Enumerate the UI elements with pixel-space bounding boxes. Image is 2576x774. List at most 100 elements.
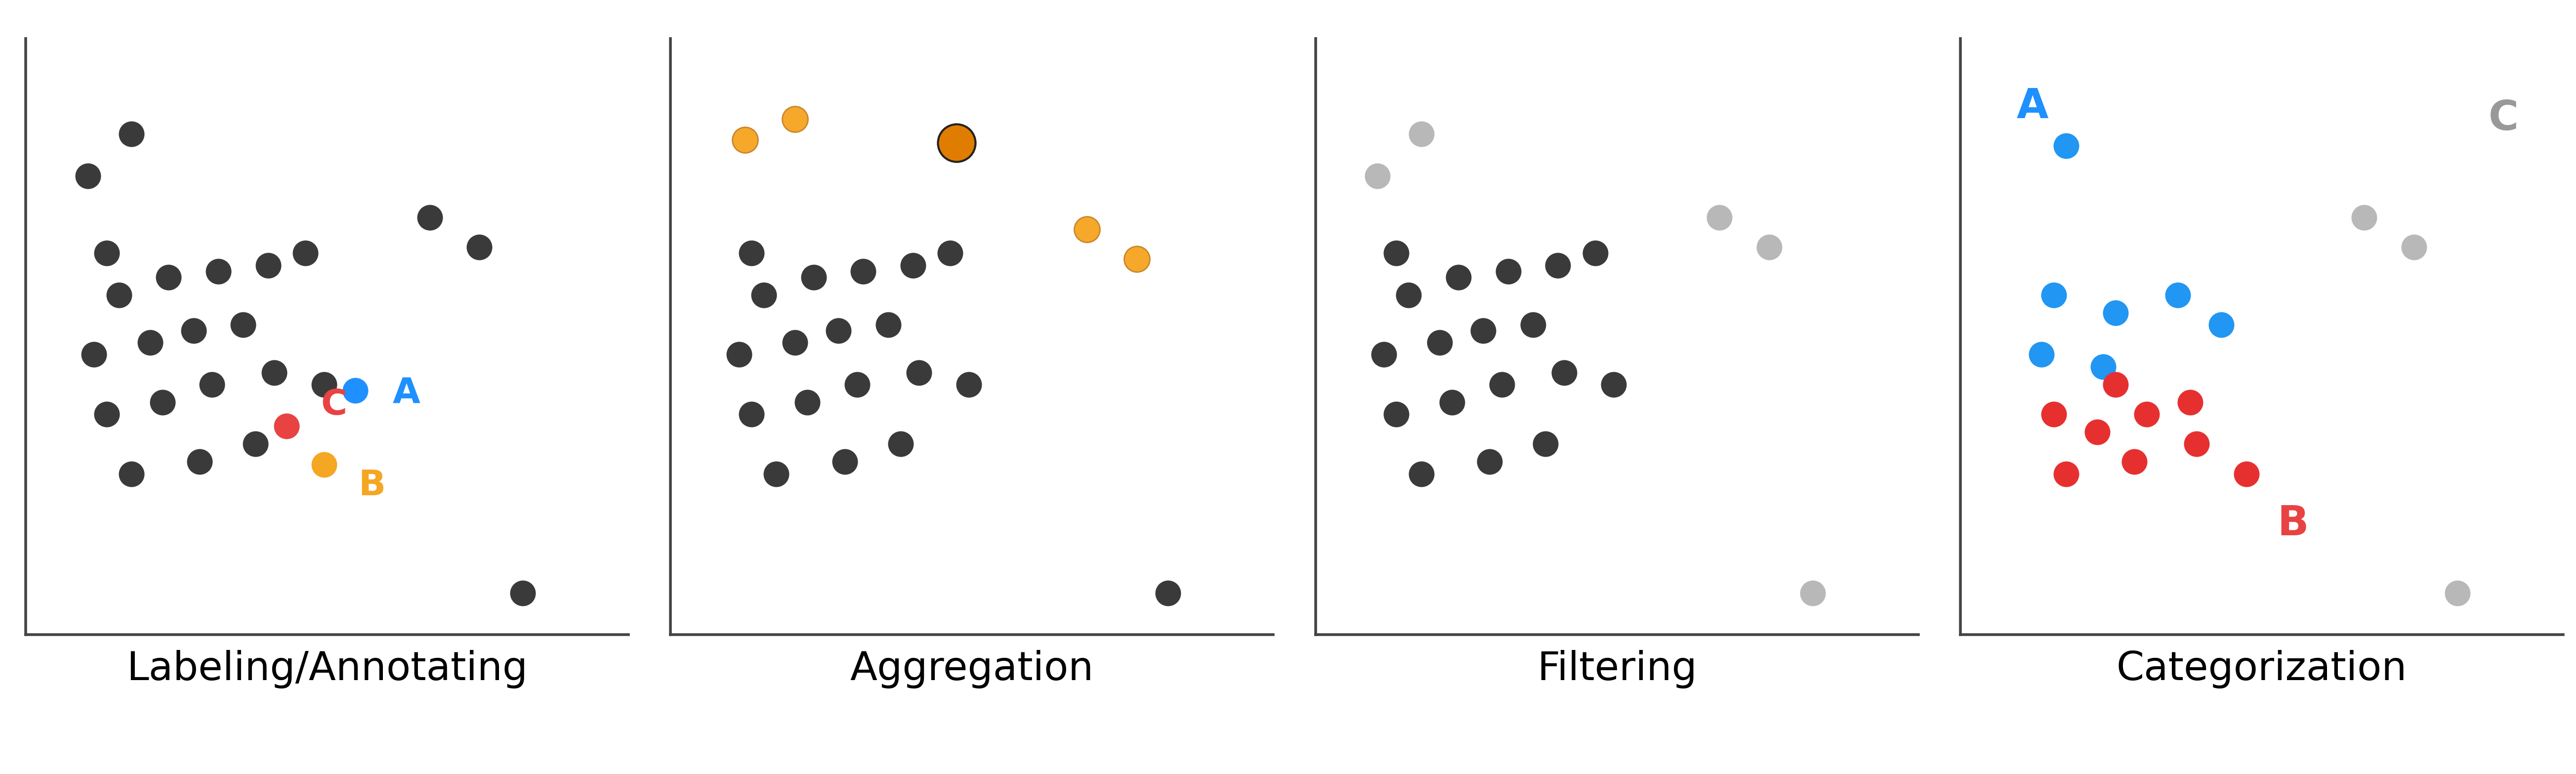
Point xyxy=(147,271,188,283)
Point xyxy=(1468,456,1510,468)
Point xyxy=(67,170,108,182)
Point xyxy=(1793,587,1834,599)
Point xyxy=(129,337,170,349)
Text: C: C xyxy=(2488,98,2519,139)
Text: A: A xyxy=(392,376,420,410)
Point xyxy=(2020,348,2061,361)
Point xyxy=(1538,259,1579,272)
Point xyxy=(198,265,240,277)
Point xyxy=(881,438,922,450)
Point xyxy=(824,456,866,468)
Point xyxy=(1363,348,1404,361)
Point xyxy=(1512,319,1553,331)
Point xyxy=(2177,438,2218,450)
Point xyxy=(744,289,786,301)
Text: B: B xyxy=(358,468,386,503)
Point xyxy=(304,459,345,471)
Point xyxy=(459,241,500,254)
Point xyxy=(180,456,222,468)
Point xyxy=(2437,587,2478,599)
Point xyxy=(1749,241,1790,254)
Point xyxy=(265,420,307,433)
Point xyxy=(173,324,214,337)
Point xyxy=(793,271,835,283)
Point xyxy=(247,259,289,272)
Point xyxy=(719,348,760,361)
Point xyxy=(732,408,773,420)
Point xyxy=(1481,378,1522,391)
Text: C: C xyxy=(322,389,348,423)
Point xyxy=(868,319,909,331)
Point xyxy=(252,366,294,378)
Point xyxy=(1401,467,1443,480)
Point xyxy=(948,378,989,391)
Point xyxy=(930,247,971,259)
Point xyxy=(1388,289,1430,301)
Point xyxy=(935,137,976,149)
Point xyxy=(2200,319,2241,331)
Point xyxy=(1574,247,1615,259)
Point xyxy=(2169,396,2210,409)
Point xyxy=(2344,211,2385,224)
Point xyxy=(85,247,126,259)
Point xyxy=(1525,438,1566,450)
Point xyxy=(85,408,126,420)
Point xyxy=(1419,337,1461,349)
Point xyxy=(786,396,827,409)
Point xyxy=(111,467,152,480)
Point xyxy=(2393,241,2434,254)
Point xyxy=(234,438,276,450)
Point xyxy=(775,113,817,125)
Point xyxy=(1115,253,1157,265)
Point xyxy=(286,247,327,259)
Point xyxy=(1543,366,1584,378)
Point xyxy=(1592,378,1633,391)
Point xyxy=(410,211,451,224)
Point xyxy=(2226,467,2267,480)
Point xyxy=(817,324,858,337)
Point xyxy=(98,289,139,301)
Point xyxy=(2032,289,2074,301)
Point xyxy=(837,378,878,391)
Text: A: A xyxy=(2017,87,2048,126)
Point xyxy=(1486,265,1528,277)
Point xyxy=(1698,211,1739,224)
Point xyxy=(1066,223,1108,235)
Point xyxy=(2045,467,2087,480)
Point xyxy=(2094,307,2136,319)
Point xyxy=(2115,456,2156,468)
Point xyxy=(2076,426,2117,438)
Text: B: B xyxy=(2277,504,2308,543)
Point xyxy=(75,348,116,361)
Point xyxy=(1376,408,1417,420)
Point xyxy=(1358,170,1399,182)
Point xyxy=(1146,587,1188,599)
Point xyxy=(111,128,152,140)
Point xyxy=(2045,140,2087,152)
Point xyxy=(891,259,933,272)
Point xyxy=(1376,247,1417,259)
X-axis label: Filtering: Filtering xyxy=(1538,650,1698,688)
Point xyxy=(755,467,796,480)
Point xyxy=(842,265,884,277)
Point xyxy=(724,134,765,146)
Point xyxy=(142,396,183,409)
Point xyxy=(2084,361,2125,373)
Point xyxy=(304,378,345,391)
Point xyxy=(1437,271,1479,283)
Point xyxy=(191,378,232,391)
Point xyxy=(2156,289,2197,301)
Point xyxy=(899,366,940,378)
Point xyxy=(775,337,817,349)
X-axis label: Categorization: Categorization xyxy=(2117,650,2406,688)
Point xyxy=(1401,128,1443,140)
Point xyxy=(335,384,376,396)
Point xyxy=(222,319,263,331)
Point xyxy=(502,587,544,599)
Point xyxy=(2125,408,2166,420)
Point xyxy=(2094,378,2136,391)
X-axis label: Labeling/Annotating: Labeling/Annotating xyxy=(126,650,528,688)
Point xyxy=(732,247,773,259)
X-axis label: Aggregation: Aggregation xyxy=(850,650,1095,688)
Point xyxy=(1432,396,1473,409)
